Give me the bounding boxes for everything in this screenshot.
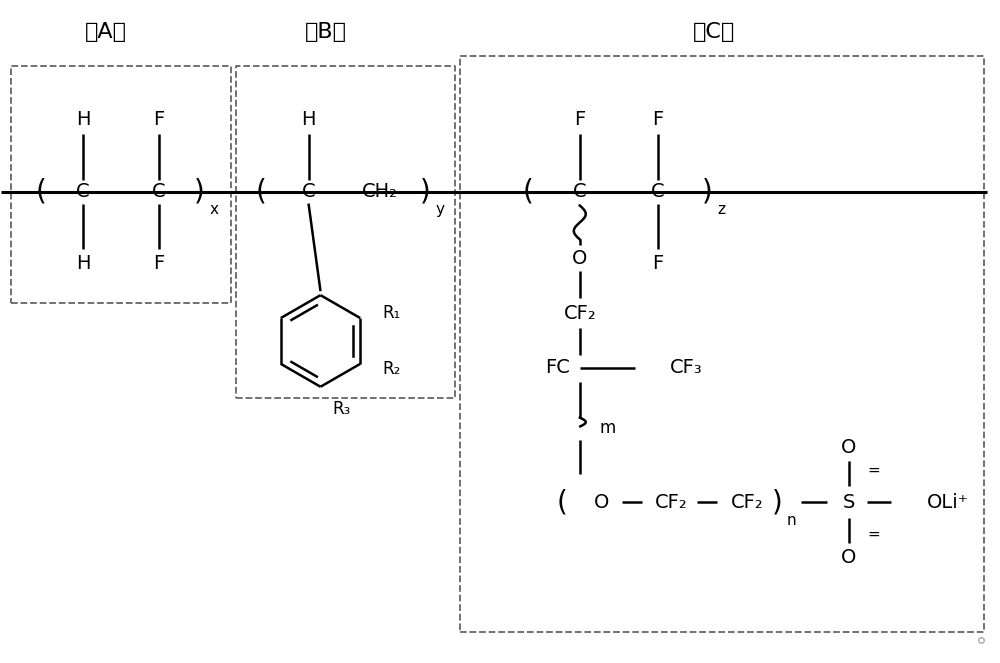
Text: (: ( (523, 178, 533, 206)
Text: ): ) (193, 178, 204, 206)
Text: =: = (867, 526, 880, 542)
Text: F: F (652, 254, 663, 272)
Text: =: = (867, 463, 880, 478)
Text: z: z (717, 202, 725, 217)
Text: OLi⁺: OLi⁺ (927, 493, 969, 512)
Text: R₁: R₁ (382, 304, 400, 322)
Text: O: O (841, 548, 857, 567)
Text: O: O (594, 493, 609, 512)
Text: H: H (76, 254, 90, 272)
Text: （A）: （A） (85, 23, 127, 42)
Text: CF₃: CF₃ (670, 358, 702, 377)
Text: C: C (651, 182, 664, 201)
Text: (: ( (255, 178, 266, 206)
Text: S: S (843, 493, 855, 512)
Text: CF₂: CF₂ (563, 304, 596, 323)
Text: x: x (209, 202, 218, 217)
Text: ): ) (420, 178, 431, 206)
Text: O: O (572, 249, 587, 268)
Text: C: C (76, 182, 90, 201)
Text: ): ) (772, 488, 783, 516)
Text: （C）: （C） (693, 23, 736, 42)
Text: CF₂: CF₂ (655, 493, 688, 512)
Text: C: C (302, 182, 315, 201)
Text: FC: FC (545, 358, 570, 377)
Text: H: H (76, 111, 90, 129)
Text: ): ) (702, 178, 713, 206)
Text: C: C (573, 182, 587, 201)
Text: R₃: R₃ (332, 400, 351, 418)
Text: CH₂: CH₂ (362, 182, 398, 201)
Text: F: F (574, 111, 585, 129)
Text: H: H (301, 111, 316, 129)
Text: R₂: R₂ (382, 360, 401, 378)
Text: y: y (436, 202, 445, 217)
Text: O: O (841, 438, 857, 457)
Text: F: F (153, 254, 165, 272)
Text: CF₂: CF₂ (731, 493, 764, 512)
Text: C: C (152, 182, 166, 201)
Text: F: F (652, 111, 663, 129)
Text: m: m (600, 418, 616, 437)
Text: n: n (786, 512, 796, 528)
Text: （B）: （B） (304, 23, 346, 42)
Text: (: ( (556, 488, 567, 516)
Text: F: F (153, 111, 165, 129)
Text: (: ( (36, 178, 47, 206)
